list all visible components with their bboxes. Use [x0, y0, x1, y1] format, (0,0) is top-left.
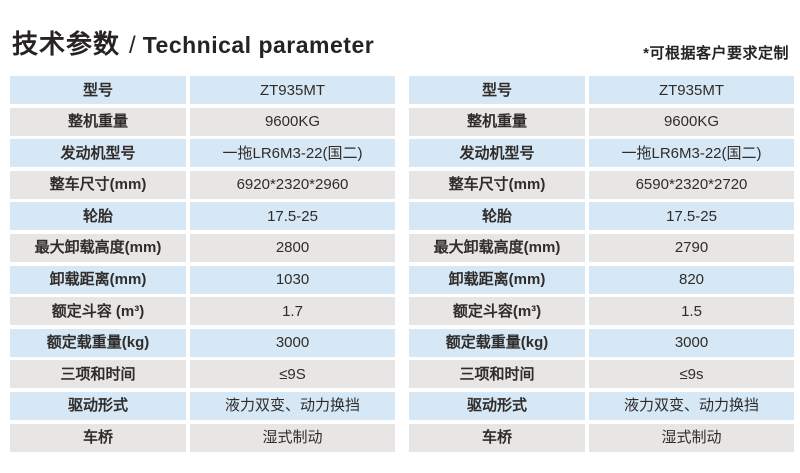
table-row: 卸载距离(mm) 820	[409, 265, 794, 294]
param-label: 车桥	[10, 423, 186, 452]
param-label: 最大卸载高度(mm)	[10, 233, 186, 262]
param-label: 轮胎	[10, 202, 186, 231]
param-value: 820	[589, 265, 794, 294]
page-title-zh: 技术参数	[12, 29, 121, 59]
param-value: ZT935MT	[190, 76, 395, 104]
param-label: 额定载重量(kg)	[409, 328, 585, 357]
table-row: 轮胎 17.5-25	[409, 202, 794, 231]
table-row: 整车尺寸(mm) 6590*2320*2720	[409, 170, 794, 199]
param-label: 型号	[10, 76, 186, 104]
param-label: 发动机型号	[409, 139, 585, 168]
param-label: 驱动形式	[10, 391, 186, 420]
table-row: 发动机型号 一拖LR6M3-22(国二)	[10, 139, 395, 168]
table-row: 发动机型号 一拖LR6M3-22(国二)	[409, 139, 794, 168]
table-row: 额定斗容 (m³) 1.7	[10, 297, 395, 326]
table-row: 额定载重量(kg) 3000	[10, 328, 395, 357]
param-value: 9600KG	[190, 107, 395, 136]
param-label: 卸载距离(mm)	[10, 265, 186, 294]
param-label: 轮胎	[409, 202, 585, 231]
param-value: 1030	[190, 265, 395, 294]
param-label: 最大卸载高度(mm)	[409, 233, 585, 262]
param-value: 一拖LR6M3-22(国二)	[190, 139, 395, 168]
param-value: 1.5	[589, 297, 794, 326]
param-value: 17.5-25	[589, 202, 794, 231]
param-label: 驱动形式	[409, 391, 585, 420]
param-value: 一拖LR6M3-22(国二)	[589, 139, 794, 168]
param-value: 9600KG	[589, 107, 794, 136]
table-row: 整车尺寸(mm) 6920*2320*2960	[10, 170, 395, 199]
param-label: 三项和时间	[10, 360, 186, 389]
page-title: 技术参数 / Technical parameter	[12, 24, 374, 61]
table-row: 车桥 湿式制动	[409, 423, 794, 452]
customization-note: *可根据客户要求定制	[643, 45, 789, 62]
spec-table-right: 型号 ZT935MT 整机重量 9600KG 发动机型号 一拖LR6M3-22(国二) 整车…	[409, 76, 794, 452]
table-row: 最大卸载高度(mm) 2790	[409, 233, 794, 262]
param-label: 整车尺寸(mm)	[10, 170, 186, 199]
param-value: 3000	[190, 328, 395, 357]
param-label: 额定斗容(m³)	[409, 297, 585, 326]
param-value: ≤9s	[589, 360, 794, 389]
param-value: 3000	[589, 328, 794, 357]
table-row: 整机重量 9600KG	[409, 107, 794, 136]
table-row: 型号 ZT935MT	[409, 76, 794, 104]
table-row: 轮胎 17.5-25	[10, 202, 395, 231]
page-title-separator: /	[129, 32, 136, 59]
param-value: 2800	[190, 233, 395, 262]
param-value: 湿式制动	[190, 423, 395, 452]
param-label: 型号	[409, 76, 585, 104]
param-value: 1.7	[190, 297, 395, 326]
param-label: 三项和时间	[409, 360, 585, 389]
table-row: 驱动形式 液力双变、动力换挡	[409, 391, 794, 420]
param-value: 湿式制动	[589, 423, 794, 452]
table-row: 额定载重量(kg) 3000	[409, 328, 794, 357]
table-row: 卸载距离(mm) 1030	[10, 265, 395, 294]
param-label: 整机重量	[409, 107, 585, 136]
param-value: ≤9S	[190, 360, 395, 389]
param-label: 发动机型号	[10, 139, 186, 168]
param-label: 额定斗容 (m³)	[10, 297, 186, 326]
table-row: 车桥 湿式制动	[10, 423, 395, 452]
table-row: 最大卸载高度(mm) 2800	[10, 233, 395, 262]
param-value: ZT935MT	[589, 76, 794, 104]
table-row: 整机重量 9600KG	[10, 107, 395, 136]
param-label: 卸载距离(mm)	[409, 265, 585, 294]
table-row: 三项和时间 ≤9S	[10, 360, 395, 389]
table-row: 额定斗容(m³) 1.5	[409, 297, 794, 326]
table-row: 三项和时间 ≤9s	[409, 360, 794, 389]
table-row: 型号 ZT935MT	[10, 76, 395, 104]
param-value: 6590*2320*2720	[589, 170, 794, 199]
param-label: 整机重量	[10, 107, 186, 136]
param-value: 2790	[589, 233, 794, 262]
param-value: 17.5-25	[190, 202, 395, 231]
param-value: 6920*2320*2960	[190, 170, 395, 199]
page-title-en: Technical parameter	[142, 32, 375, 58]
param-label: 整车尺寸(mm)	[409, 170, 585, 199]
table-row: 驱动形式 液力双变、动力换挡	[10, 391, 395, 420]
param-label: 额定载重量(kg)	[10, 328, 186, 357]
param-value: 液力双变、动力换挡	[589, 391, 794, 420]
spec-table-left: 型号 ZT935MT 整机重量 9600KG 发动机型号 一拖LR6M3-22(国二) 整车…	[10, 76, 395, 452]
param-label: 车桥	[409, 423, 585, 452]
param-value: 液力双变、动力换挡	[190, 391, 395, 420]
